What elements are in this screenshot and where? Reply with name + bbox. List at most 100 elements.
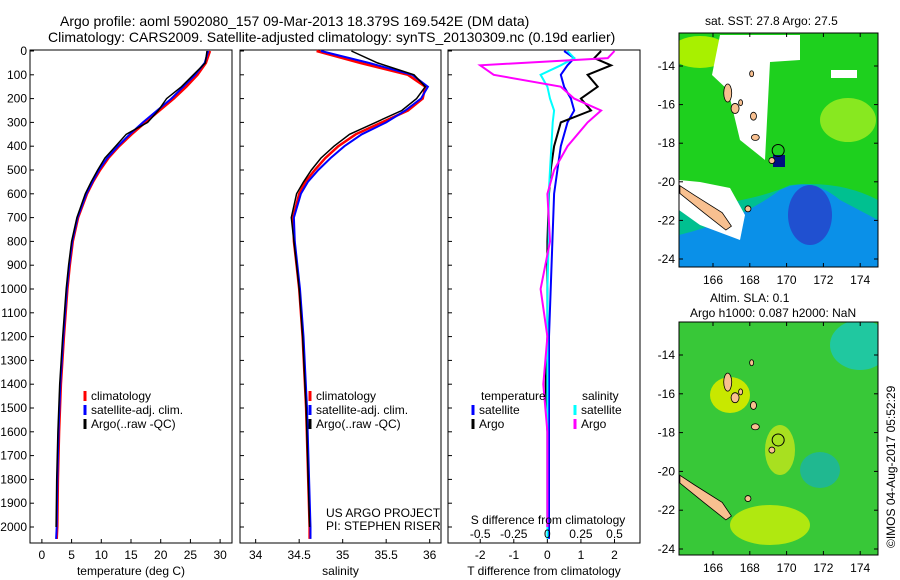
x-tick-label: 10 [95,548,109,562]
island [750,111,757,121]
island [738,99,743,107]
missing-cell [773,155,785,167]
sla-map-title-2: Argo h1000: 0.087 h2000: NaN [690,306,857,320]
x-axis-label: T difference from climatology [467,564,621,578]
map-field [679,322,878,555]
y-tick-label: 1500 [0,401,27,415]
series-line-salinity-argo [477,50,616,527]
cloud-mask [831,70,857,78]
sst-map: 166 168 170 172 174 -14 -16 -18 -20 -22 -24 [658,32,879,287]
lat-tick-label: -14 [658,348,676,362]
s-tick-label: -0.25 [500,527,528,541]
warm-patch [820,98,876,142]
legend-label: Argo(..raw -QC) [91,417,176,431]
x-tick-label: 30 [213,548,227,562]
y-tick-label: 0 [20,44,27,58]
x-tick-label: 0 [39,548,46,562]
map-frame [678,32,879,268]
x-tick-label: -2 [475,548,486,562]
y-tick-label: 1800 [0,472,27,486]
lat-tick-label: -20 [658,175,676,189]
lat-tick-label: -24 [658,252,676,266]
legend-header-temperature: temperature [481,389,546,403]
island [749,70,755,78]
series-line-argo-raw-qc- [55,50,208,528]
lon-tick-label: 166 [703,273,723,287]
legend-label: climatology [316,389,376,403]
lon-tick-label: 166 [703,561,723,575]
lat-tick-label: -16 [658,387,676,401]
island [750,401,757,410]
legend-header-salinity: salinity [582,389,619,403]
y-tick-label: 1700 [0,449,27,463]
x-tick-label: 35.5 [375,548,399,562]
sst-map-title: sat. SST: 27.8 Argo: 27.5 [705,14,838,28]
x-tick-label: 35 [336,548,350,562]
series-line-satellite-adj-clim- [55,50,210,539]
y-tick-label: 100 [7,68,27,82]
y-tick-label: 400 [7,139,27,153]
y-tick-label: 1600 [0,425,27,439]
series-line-satellite-adj-clim- [292,50,430,539]
series-line-climatology [55,50,212,539]
lat-tick-label: -18 [658,426,676,440]
x-tick-label: -1 [508,548,519,562]
lon-tick-label: 172 [813,273,833,287]
legend-label: Argo(..raw -QC) [316,417,401,431]
lat-tick-label: -20 [658,464,676,478]
island [744,205,752,213]
lon-tick-label: 170 [777,273,797,287]
island-new-caledonia [679,184,732,231]
map-field [679,33,878,267]
x-tick-label: 0 [544,548,551,562]
project-annotation: PI: STEPHEN RISER [326,519,441,533]
argo-float-location-marker [771,144,785,158]
x-tick-label: 25 [184,548,198,562]
x-tick-label: 34 [249,548,263,562]
panel-frame-2 [447,49,641,544]
s-tick-label: -0.5 [470,527,491,541]
y-tick-label: 200 [7,92,27,106]
legend-label: satellite-adj. clim. [91,403,183,417]
y-tick-label: 700 [7,211,27,225]
island [744,495,752,502]
legend-label: Argo [479,417,505,431]
high-patch [730,505,810,545]
x-tick-label: 2 [611,548,618,562]
low-patch [830,322,878,370]
lat-tick-label: -16 [658,98,676,112]
y-tick-label: 1100 [1,306,27,320]
map-frame [678,321,879,556]
x-tick-label: 5 [68,548,75,562]
lat-tick-label: -22 [658,503,676,517]
y-tick-label: 1000 [0,282,27,296]
s-axis-label: S difference from climatology [471,513,626,527]
island-new-caledonia [679,474,732,521]
y-tick-label: 2000 [0,520,27,534]
sla-map: 166 168 170 172 174 -14 -16 -18 -20 -22 -24 [658,321,879,575]
project-annotation: US ARGO PROJECT [326,506,441,520]
x-tick-label: 1 [578,548,585,562]
series-line-salinity-satellite [539,50,576,539]
y-tick-label: 800 [7,234,27,248]
legend-label: satellite-adj. clim. [316,403,408,417]
sla-map-title-1: Altim. SLA: 0.1 [710,291,790,305]
y-tick-label: 900 [7,258,27,272]
lat-tick-label: -24 [658,542,676,556]
lat-tick-label: -14 [658,59,676,73]
footer-stamp: ©IMOS 04-Aug-2017 05:52:29 [884,385,898,548]
x-tick-label: 36 [423,548,437,562]
high-patch [710,377,750,413]
y-tick-label: 1300 [0,353,27,367]
x-tick-label: 15 [124,548,138,562]
panel-frame-0 [29,49,233,544]
series-line-temperature-argo [544,50,614,527]
figure-title-line2: Climatology: CARS2009. Satellite-adjuste… [48,29,616,45]
lat-tick-label: -18 [658,136,676,150]
island [738,388,743,396]
legend-label: climatology [91,389,151,403]
island [730,392,740,404]
figure-title-line1: Argo profile: aoml 5902080_157 09-Mar-20… [60,13,530,29]
